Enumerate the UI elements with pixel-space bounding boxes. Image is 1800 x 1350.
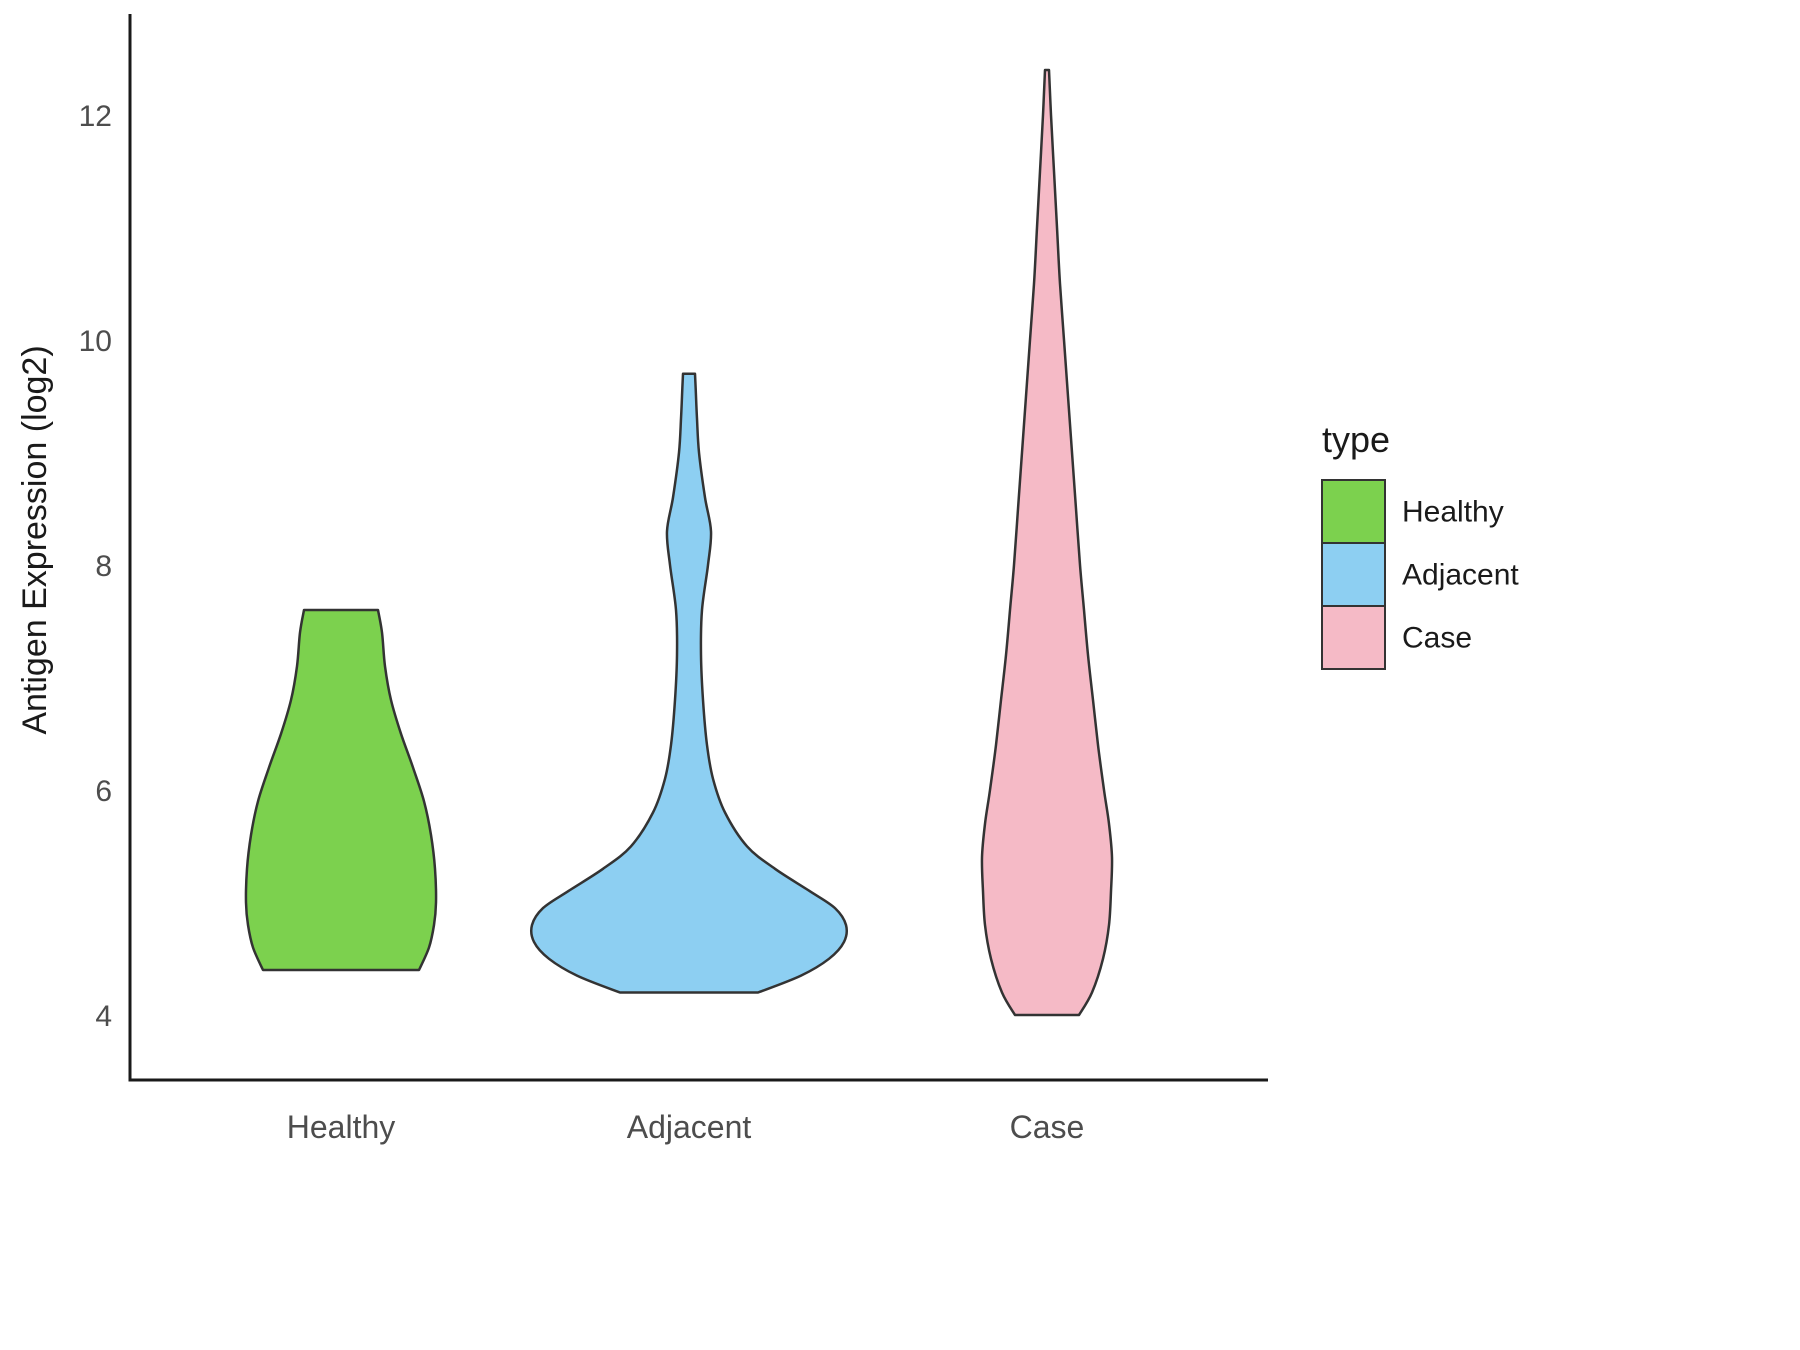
y-tick-label-8: 8	[95, 550, 112, 583]
y-tick-label-6: 6	[95, 775, 112, 808]
legend-swatch-case	[1321, 605, 1386, 670]
y-tick-label-10: 10	[79, 325, 112, 358]
legend-label-adjacent: Adjacent	[1402, 559, 1519, 592]
legend-swatch-healthy	[1321, 479, 1386, 544]
y-tick-label-12: 12	[79, 100, 112, 133]
legend-label-case: Case	[1402, 622, 1472, 655]
violin-healthy	[244, 608, 438, 972]
x-category-label-case: Case	[1010, 1109, 1085, 1145]
legend-label-healthy: Healthy	[1402, 496, 1504, 529]
y-axis-title: Antigen Expression (log2)	[16, 345, 54, 734]
legend-swatch-adjacent	[1321, 542, 1386, 607]
axis-lines	[128, 14, 1268, 1082]
violin-case	[980, 68, 1114, 1017]
x-category-label-adjacent: Adjacent	[627, 1109, 752, 1145]
legend-title: type	[1322, 419, 1390, 460]
violin-adjacent	[529, 372, 849, 994]
y-tick-label-4: 4	[95, 1000, 112, 1033]
x-category-label-healthy: Healthy	[287, 1109, 396, 1145]
